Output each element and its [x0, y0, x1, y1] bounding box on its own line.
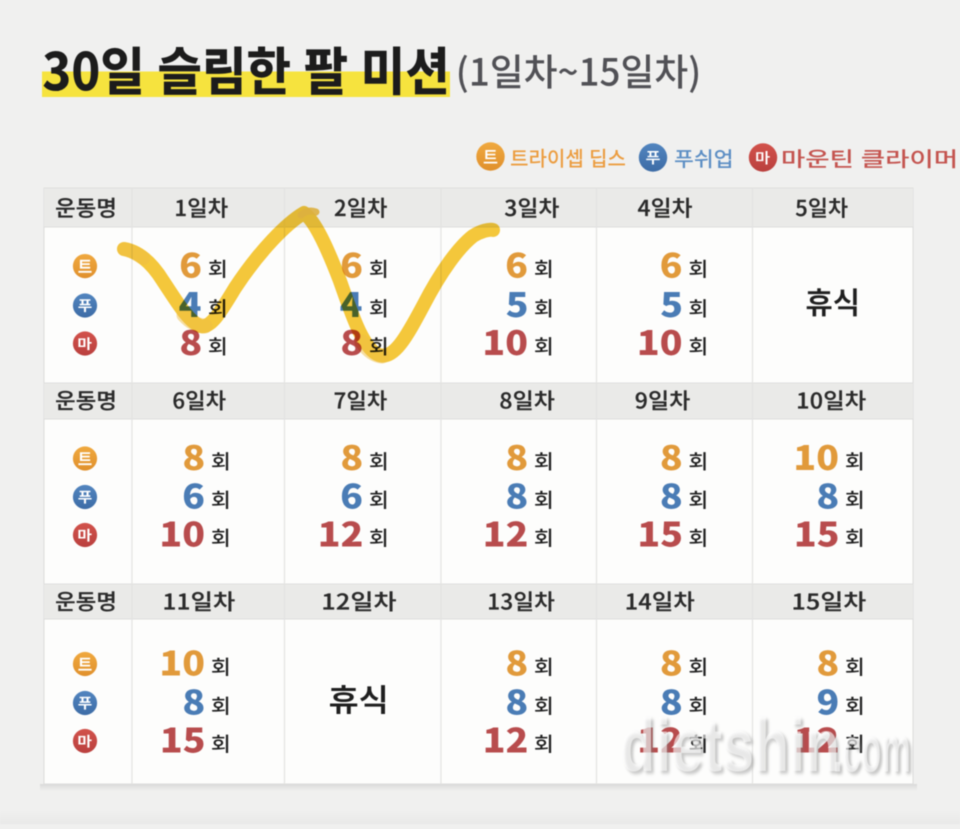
svg-text:dietshin: dietshin: [623, 708, 843, 791]
svg-text:.com: .com: [836, 716, 914, 788]
svg-text:dietshin: dietshin: [620, 705, 840, 788]
svg-text:.com: .com: [833, 714, 911, 786]
